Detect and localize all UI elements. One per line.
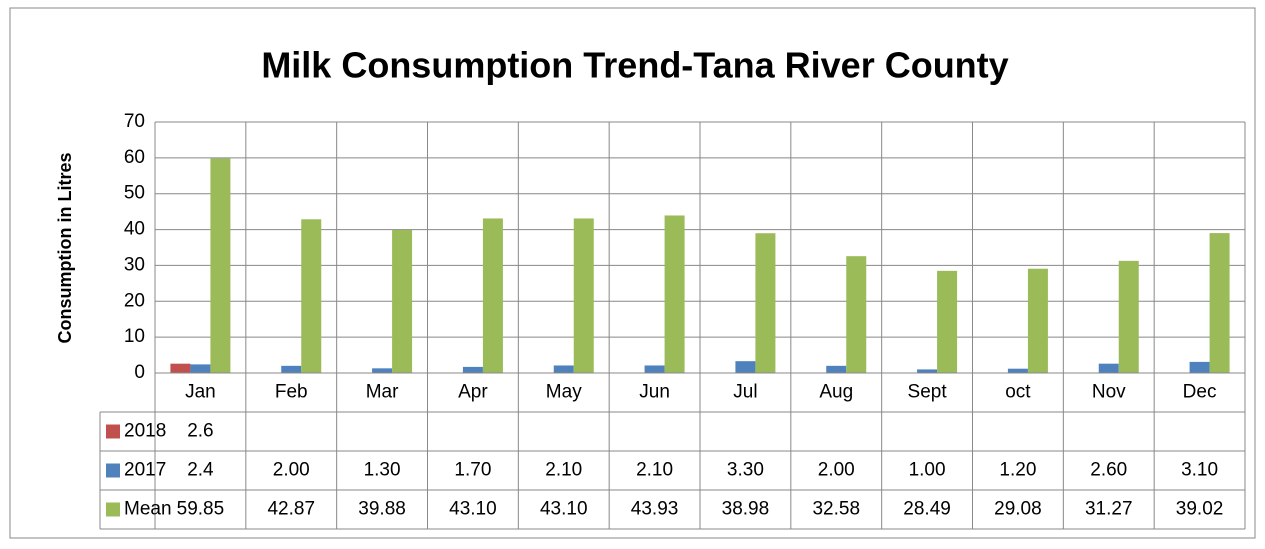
chart-title: Milk Consumption Trend-Tana River County (261, 45, 1008, 86)
bar (190, 364, 211, 373)
x-tick-label: May (546, 382, 582, 403)
x-tick-label: Jan (185, 382, 216, 403)
x-tick-label: Dec (1183, 382, 1217, 403)
table-value: 43.10 (449, 499, 497, 520)
bar (937, 270, 958, 373)
chart-frame (9, 7, 1256, 539)
y-tick-label: 50 (124, 183, 145, 204)
table-value: 3.10 (1181, 460, 1218, 481)
x-tick-label: Mar (366, 382, 399, 403)
bar (372, 368, 393, 373)
legend-label: Mean (124, 499, 172, 520)
bar (664, 215, 685, 373)
table-value: 2.4 (187, 460, 214, 481)
bar (1098, 363, 1119, 373)
bar (735, 361, 756, 373)
table-value: 29.08 (994, 499, 1042, 520)
table-value: 2.6 (187, 421, 213, 442)
bar (482, 218, 503, 373)
bar (644, 365, 665, 373)
x-tick-label: Jun (639, 382, 670, 403)
legend-swatch (106, 463, 120, 478)
bar (1118, 260, 1139, 373)
table-value: 1.00 (909, 460, 946, 481)
legend-swatch (106, 424, 120, 439)
table-value: 42.87 (267, 499, 315, 520)
bar (1007, 368, 1028, 373)
x-tick-label: Nov (1092, 382, 1126, 403)
bar (1189, 361, 1210, 373)
bar (210, 158, 231, 373)
x-tick-label: oct (1005, 382, 1031, 403)
y-tick-label: 40 (124, 219, 145, 240)
bar (553, 365, 574, 373)
table-value: 32.58 (812, 499, 860, 520)
table-value: 43.10 (540, 499, 588, 520)
table-value: 38.98 (722, 499, 770, 520)
legend-swatch (106, 502, 120, 517)
bar (846, 256, 867, 373)
table-value: 3.30 (727, 460, 764, 481)
bar (826, 365, 847, 373)
table-value: 39.88 (358, 499, 406, 520)
y-tick-label: 20 (124, 290, 145, 311)
x-tick-label: Feb (275, 382, 308, 403)
bar (392, 230, 413, 373)
table-value: 31.27 (1085, 499, 1133, 520)
table-value: 1.70 (454, 460, 491, 481)
bar (1209, 233, 1230, 373)
table-value: 2.00 (273, 460, 310, 481)
y-tick-label: 10 (124, 326, 145, 347)
table-value: 2.10 (636, 460, 673, 481)
y-axis-label: Consumption in Litres (55, 153, 75, 344)
x-tick-label: Sept (908, 382, 948, 403)
x-tick-label: Aug (819, 382, 853, 403)
y-tick-label: 70 (124, 111, 145, 132)
table-value: 39.02 (1176, 499, 1224, 520)
bar (573, 218, 594, 373)
table-value: 59.85 (177, 499, 225, 520)
bar (170, 363, 191, 373)
table-value: 1.20 (999, 460, 1036, 481)
table-value: 2.00 (818, 460, 855, 481)
bar (462, 366, 483, 373)
table-value: 1.30 (364, 460, 401, 481)
legend-label: 2018 (124, 421, 166, 442)
bar (917, 369, 938, 373)
bar (755, 233, 776, 373)
y-tick-label: 60 (124, 147, 145, 168)
bar (1027, 268, 1048, 373)
x-tick-label: Jul (733, 382, 757, 403)
y-tick-label: 30 (124, 254, 145, 275)
table-value: 2.60 (1090, 460, 1127, 481)
bar (281, 365, 302, 373)
table-value: 43.93 (631, 499, 679, 520)
bar (301, 219, 322, 373)
table-value: 28.49 (903, 499, 951, 520)
x-tick-label: Apr (458, 382, 488, 403)
table-value: 2.10 (545, 460, 582, 481)
y-tick-label: 0 (134, 362, 145, 383)
legend-label: 2017 (124, 460, 166, 481)
